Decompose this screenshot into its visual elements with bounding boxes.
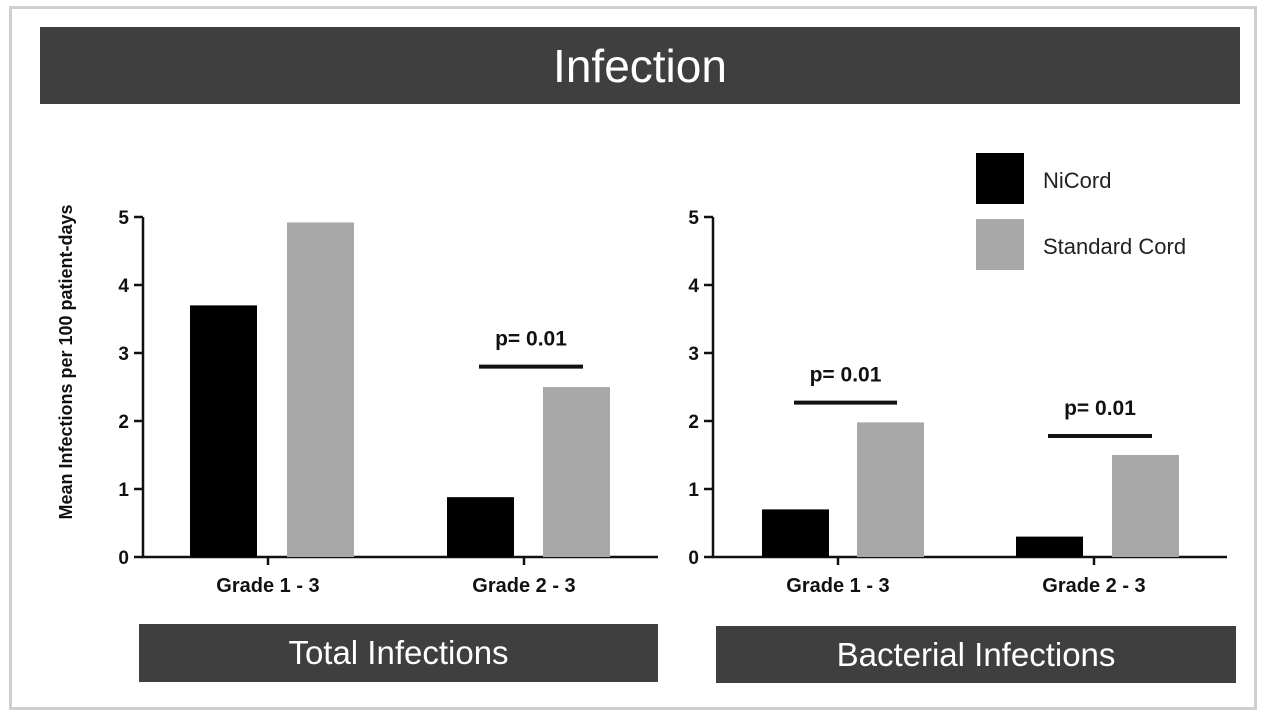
bar-standard-cord bbox=[543, 387, 610, 557]
y-tick-label: 0 bbox=[118, 548, 129, 569]
legend-label-nicord: NiCord bbox=[1043, 168, 1111, 193]
y-tick-label: 4 bbox=[118, 276, 129, 297]
legend-swatch-standard-cord bbox=[976, 219, 1024, 270]
x-category-label: Grade 1 - 3 bbox=[216, 575, 319, 597]
bar-nicord bbox=[1016, 536, 1083, 557]
panel-label-bacterial-infections: Bacterial Infections bbox=[716, 626, 1236, 683]
legend-label-standard-cord: Standard Cord bbox=[1043, 234, 1186, 259]
bar-standard-cord bbox=[287, 222, 354, 557]
y-tick-label: 1 bbox=[118, 480, 129, 501]
y-tick-label: 3 bbox=[118, 344, 129, 365]
y-tick-label: 3 bbox=[688, 344, 699, 365]
p-value-label: p= 0.01 bbox=[1064, 397, 1136, 420]
y-axis-label: Mean Infections per 100 patient-days bbox=[56, 204, 76, 519]
y-tick-label: 1 bbox=[688, 480, 699, 501]
y-tick-label: 5 bbox=[688, 208, 699, 229]
bar-nicord bbox=[190, 305, 257, 557]
y-tick-label: 0 bbox=[688, 548, 699, 569]
x-category-label: Grade 2 - 3 bbox=[472, 575, 575, 597]
p-value-label: p= 0.01 bbox=[495, 328, 567, 351]
y-tick-label: 5 bbox=[118, 208, 129, 229]
x-category-label: Grade 2 - 3 bbox=[1042, 575, 1145, 597]
figure-title: Infection bbox=[40, 27, 1240, 104]
bar-nicord bbox=[762, 509, 829, 557]
y-tick-label: 2 bbox=[118, 412, 129, 433]
panel-label-total-infections: Total Infections bbox=[139, 624, 658, 682]
figure-frame bbox=[9, 6, 1257, 710]
bar-standard-cord bbox=[857, 422, 924, 557]
x-category-label: Grade 1 - 3 bbox=[786, 575, 889, 597]
y-tick-label: 2 bbox=[688, 412, 699, 433]
p-value-label: p= 0.01 bbox=[810, 364, 882, 387]
bar-nicord bbox=[447, 497, 514, 557]
y-tick-label: 4 bbox=[688, 276, 699, 297]
legend-swatch-nicord bbox=[976, 153, 1024, 204]
bar-standard-cord bbox=[1112, 455, 1179, 557]
